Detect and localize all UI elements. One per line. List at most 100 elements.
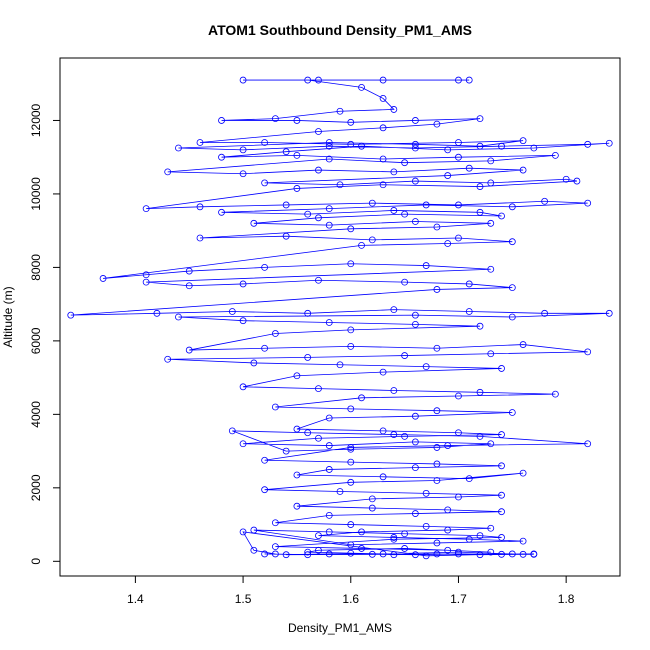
data-point: [519, 550, 527, 558]
data-point: [455, 153, 462, 161]
data-point: [476, 532, 484, 539]
data-point: [315, 385, 322, 393]
data-point: [379, 473, 387, 481]
plot-area: [67, 76, 613, 560]
data-point: [368, 504, 376, 512]
data-point: [433, 407, 441, 415]
data-point: [422, 489, 430, 497]
data-point: [325, 528, 333, 536]
data-point: [347, 541, 355, 549]
data-point: [444, 146, 452, 154]
data-point: [411, 412, 419, 420]
data-point: [411, 438, 419, 446]
data-point: [239, 280, 247, 288]
data-point: [411, 117, 419, 124]
data-point: [519, 137, 527, 145]
data-point: [498, 508, 505, 516]
data-point: [368, 495, 376, 503]
data-point: [498, 534, 505, 541]
data-point: [304, 548, 312, 556]
data-point: [218, 117, 225, 124]
data-point: [293, 117, 301, 124]
data-point: [530, 550, 538, 558]
data-point: [347, 118, 355, 126]
data-point: [325, 319, 333, 326]
data-point: [347, 445, 355, 453]
data-point: [261, 179, 269, 187]
data-point: [508, 238, 516, 246]
data-point: [142, 205, 150, 213]
data-point: [282, 447, 290, 455]
data-point: [433, 477, 441, 484]
data-point: [304, 210, 312, 218]
data-point: [282, 148, 290, 156]
data-point: [99, 275, 107, 282]
data-point: [358, 394, 365, 402]
data-point: [411, 551, 419, 559]
data-point: [422, 201, 430, 209]
data-point: [476, 322, 484, 330]
data-point: [379, 155, 387, 163]
data-point: [368, 550, 376, 558]
data-point: [476, 115, 484, 123]
data-point: [487, 350, 495, 358]
data-point: [358, 241, 365, 249]
data-point: [411, 218, 419, 225]
data-point: [465, 535, 473, 543]
data-point: [218, 153, 225, 161]
data-point: [271, 543, 279, 551]
data-point: [411, 311, 419, 319]
data-point: [455, 76, 462, 84]
data-point: [584, 440, 592, 448]
data-point: [519, 469, 527, 477]
data-point: [584, 348, 592, 356]
data-point: [250, 526, 258, 534]
data-point: [239, 383, 247, 391]
data-point: [315, 546, 322, 554]
data-point: [347, 444, 355, 451]
data-point: [476, 551, 484, 559]
data-point: [379, 550, 387, 558]
data-point: [433, 223, 441, 231]
data-point: [347, 342, 355, 350]
data-point: [433, 460, 441, 468]
data-point: [476, 183, 484, 190]
data-point: [358, 142, 365, 150]
x-tick-label: 1.4: [127, 592, 144, 606]
data-point: [315, 276, 322, 284]
y-axis: 0 2000 4000 6000 8000 10000 12000: [29, 103, 61, 565]
data-point: [228, 427, 236, 435]
data-point: [551, 151, 559, 159]
data-point: [411, 177, 419, 185]
data-point: [390, 387, 398, 394]
y-tick-label: 6000: [29, 327, 43, 354]
data-point: [304, 76, 312, 84]
data-point: [315, 532, 322, 539]
data-point: [390, 207, 398, 214]
y-tick-label: 8000: [29, 254, 43, 281]
data-point: [465, 280, 473, 288]
data-point: [390, 168, 398, 176]
data-point: [401, 159, 409, 167]
x-tick-label: 1.6: [342, 592, 359, 606]
data-point: [444, 526, 452, 534]
data-point: [519, 537, 527, 545]
data-point: [455, 201, 462, 209]
data-point: [455, 139, 462, 146]
data-point: [293, 185, 301, 192]
data-point: [444, 506, 452, 514]
data-point: [411, 510, 419, 517]
data-point: [325, 550, 333, 558]
series-line: [70, 79, 610, 557]
data-point: [261, 486, 269, 494]
data-point: [379, 124, 387, 132]
data-point: [390, 106, 398, 113]
data-point: [379, 181, 387, 189]
data-point: [476, 208, 484, 216]
data-point: [498, 365, 505, 372]
data-point: [261, 550, 269, 558]
data-point: [433, 120, 441, 128]
data-point: [250, 546, 258, 554]
data-point: [379, 76, 387, 84]
data-point: [379, 368, 387, 376]
